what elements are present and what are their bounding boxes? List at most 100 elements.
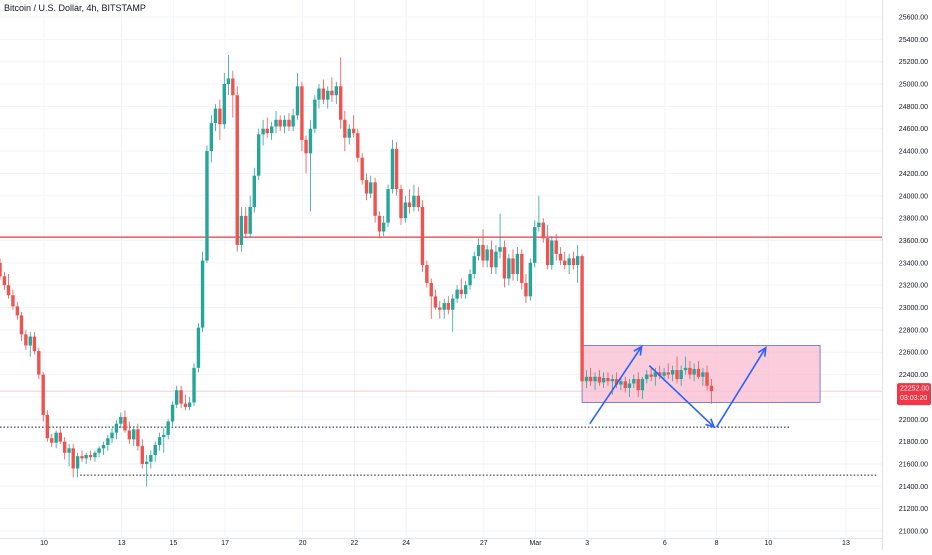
candle[interactable] <box>6 274 11 299</box>
candle[interactable] <box>636 372 640 397</box>
candle[interactable] <box>407 189 412 214</box>
candle[interactable] <box>472 251 476 279</box>
candle[interactable] <box>476 238 481 261</box>
candle[interactable] <box>213 104 218 131</box>
candle[interactable] <box>101 441 106 456</box>
candle[interactable] <box>498 213 502 259</box>
candle[interactable] <box>511 249 515 281</box>
candle[interactable] <box>485 244 489 268</box>
candle[interactable] <box>675 356 679 384</box>
candle[interactable] <box>580 253 584 388</box>
candle[interactable] <box>37 347 41 380</box>
candle[interactable] <box>287 113 291 131</box>
candle[interactable] <box>575 244 580 283</box>
candle[interactable] <box>567 253 571 274</box>
candle[interactable] <box>688 361 692 380</box>
candle[interactable] <box>144 455 149 487</box>
candle[interactable] <box>649 367 653 382</box>
candle[interactable] <box>19 311 24 342</box>
candle[interactable] <box>291 108 295 131</box>
candle[interactable] <box>403 195 408 223</box>
candle[interactable] <box>110 428 114 443</box>
candle[interactable] <box>446 296 451 315</box>
candle[interactable] <box>257 128 261 181</box>
candle[interactable] <box>239 206 244 252</box>
candle[interactable] <box>545 224 550 270</box>
candle[interactable] <box>571 251 576 270</box>
candle[interactable] <box>524 274 528 304</box>
candle[interactable] <box>278 115 282 131</box>
candle[interactable] <box>528 258 533 301</box>
candle[interactable] <box>597 370 602 386</box>
candle[interactable] <box>67 443 71 467</box>
candle[interactable] <box>15 301 20 320</box>
candle[interactable] <box>701 367 705 386</box>
candle[interactable] <box>606 372 610 386</box>
candle[interactable] <box>377 211 382 239</box>
candle[interactable] <box>364 173 369 201</box>
candle[interactable] <box>558 247 563 266</box>
candle[interactable] <box>265 117 269 138</box>
candle[interactable] <box>54 430 58 449</box>
candle[interactable] <box>442 298 446 319</box>
candle[interactable] <box>381 215 386 237</box>
candle[interactable] <box>425 260 429 288</box>
candle[interactable] <box>218 99 222 140</box>
candle[interactable] <box>84 452 88 464</box>
candle[interactable] <box>127 421 132 444</box>
candle[interactable] <box>244 206 248 239</box>
candle[interactable] <box>601 372 606 388</box>
candle[interactable] <box>455 285 459 304</box>
candle[interactable] <box>679 365 683 386</box>
candle[interactable] <box>683 356 688 375</box>
candle[interactable] <box>433 289 438 310</box>
candle[interactable] <box>32 332 37 355</box>
candle[interactable] <box>588 367 593 386</box>
candle[interactable] <box>300 81 304 152</box>
candle[interactable] <box>515 247 520 281</box>
candle[interactable] <box>222 72 226 129</box>
candle[interactable] <box>0 258 2 280</box>
candle[interactable] <box>696 361 701 380</box>
candle[interactable] <box>170 401 175 426</box>
candle[interactable] <box>2 271 7 290</box>
candle[interactable] <box>360 153 364 185</box>
candle[interactable] <box>140 439 144 469</box>
candle[interactable] <box>149 450 153 469</box>
candle[interactable] <box>394 142 399 196</box>
candle[interactable] <box>386 184 390 228</box>
candle[interactable] <box>226 54 231 96</box>
candle[interactable] <box>494 244 498 274</box>
candle[interactable] <box>554 233 558 261</box>
candle[interactable] <box>235 86 239 252</box>
candle[interactable] <box>162 428 166 453</box>
candle[interactable] <box>183 394 188 411</box>
candle[interactable] <box>192 363 196 406</box>
candle[interactable] <box>308 119 313 212</box>
candle[interactable] <box>304 135 308 174</box>
candle[interactable] <box>28 332 32 357</box>
candle[interactable] <box>666 363 670 380</box>
candle[interactable] <box>157 432 162 451</box>
candle[interactable] <box>438 300 442 319</box>
candle[interactable] <box>533 220 537 268</box>
candle[interactable] <box>231 70 235 118</box>
candle[interactable] <box>295 72 300 120</box>
candle[interactable] <box>692 363 696 382</box>
candle[interactable] <box>136 423 140 451</box>
candle[interactable] <box>709 379 714 404</box>
candle[interactable] <box>463 280 468 299</box>
candle[interactable] <box>399 184 403 225</box>
candle[interactable] <box>416 186 421 212</box>
candle[interactable] <box>330 77 334 102</box>
candle[interactable] <box>205 145 209 263</box>
candle[interactable] <box>481 229 485 268</box>
candle[interactable] <box>619 376 623 391</box>
candle[interactable] <box>343 110 347 152</box>
candle[interactable] <box>459 278 463 299</box>
candle[interactable] <box>93 450 97 462</box>
candle[interactable] <box>373 177 377 223</box>
candle[interactable] <box>412 184 416 212</box>
candle[interactable] <box>489 240 494 274</box>
candle[interactable] <box>356 128 360 163</box>
